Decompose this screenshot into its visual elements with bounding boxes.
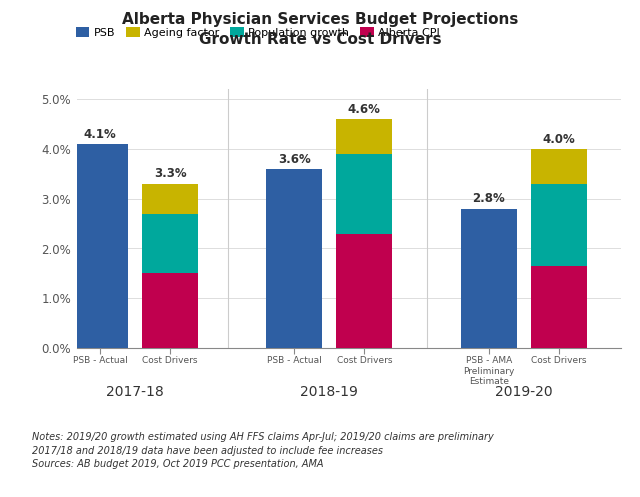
Bar	[531, 149, 587, 184]
Text: Notes: 2019/20 growth estimated using AH FFS claims Apr-Jul; 2019/20 claims are : Notes: 2019/20 growth estimated using AH…	[32, 432, 493, 469]
Text: 2019-20: 2019-20	[495, 385, 552, 399]
Bar	[337, 119, 392, 154]
Bar	[461, 209, 516, 348]
Bar	[142, 214, 198, 273]
Text: Growth Rate vs Cost Drivers: Growth Rate vs Cost Drivers	[198, 32, 442, 47]
Bar	[531, 266, 587, 348]
Text: 3.3%: 3.3%	[154, 167, 186, 180]
Text: Alberta Physician Services Budget Projections: Alberta Physician Services Budget Projec…	[122, 12, 518, 27]
Text: 4.6%: 4.6%	[348, 103, 381, 116]
Bar	[142, 273, 198, 348]
Bar	[142, 184, 198, 214]
Bar	[531, 184, 587, 266]
Legend: PSB, Ageing factor, Population growth, Alberta CPI: PSB, Ageing factor, Population growth, A…	[72, 23, 444, 42]
Text: 4.0%: 4.0%	[542, 133, 575, 146]
Bar	[337, 154, 392, 234]
Bar	[72, 144, 128, 348]
Text: 3.6%: 3.6%	[278, 153, 311, 166]
Bar	[337, 234, 392, 348]
Text: 2018-19: 2018-19	[300, 385, 358, 399]
Bar	[266, 169, 323, 348]
Text: 4.1%: 4.1%	[84, 128, 116, 141]
Text: 2.8%: 2.8%	[472, 192, 505, 205]
Text: 2017-18: 2017-18	[106, 385, 164, 399]
